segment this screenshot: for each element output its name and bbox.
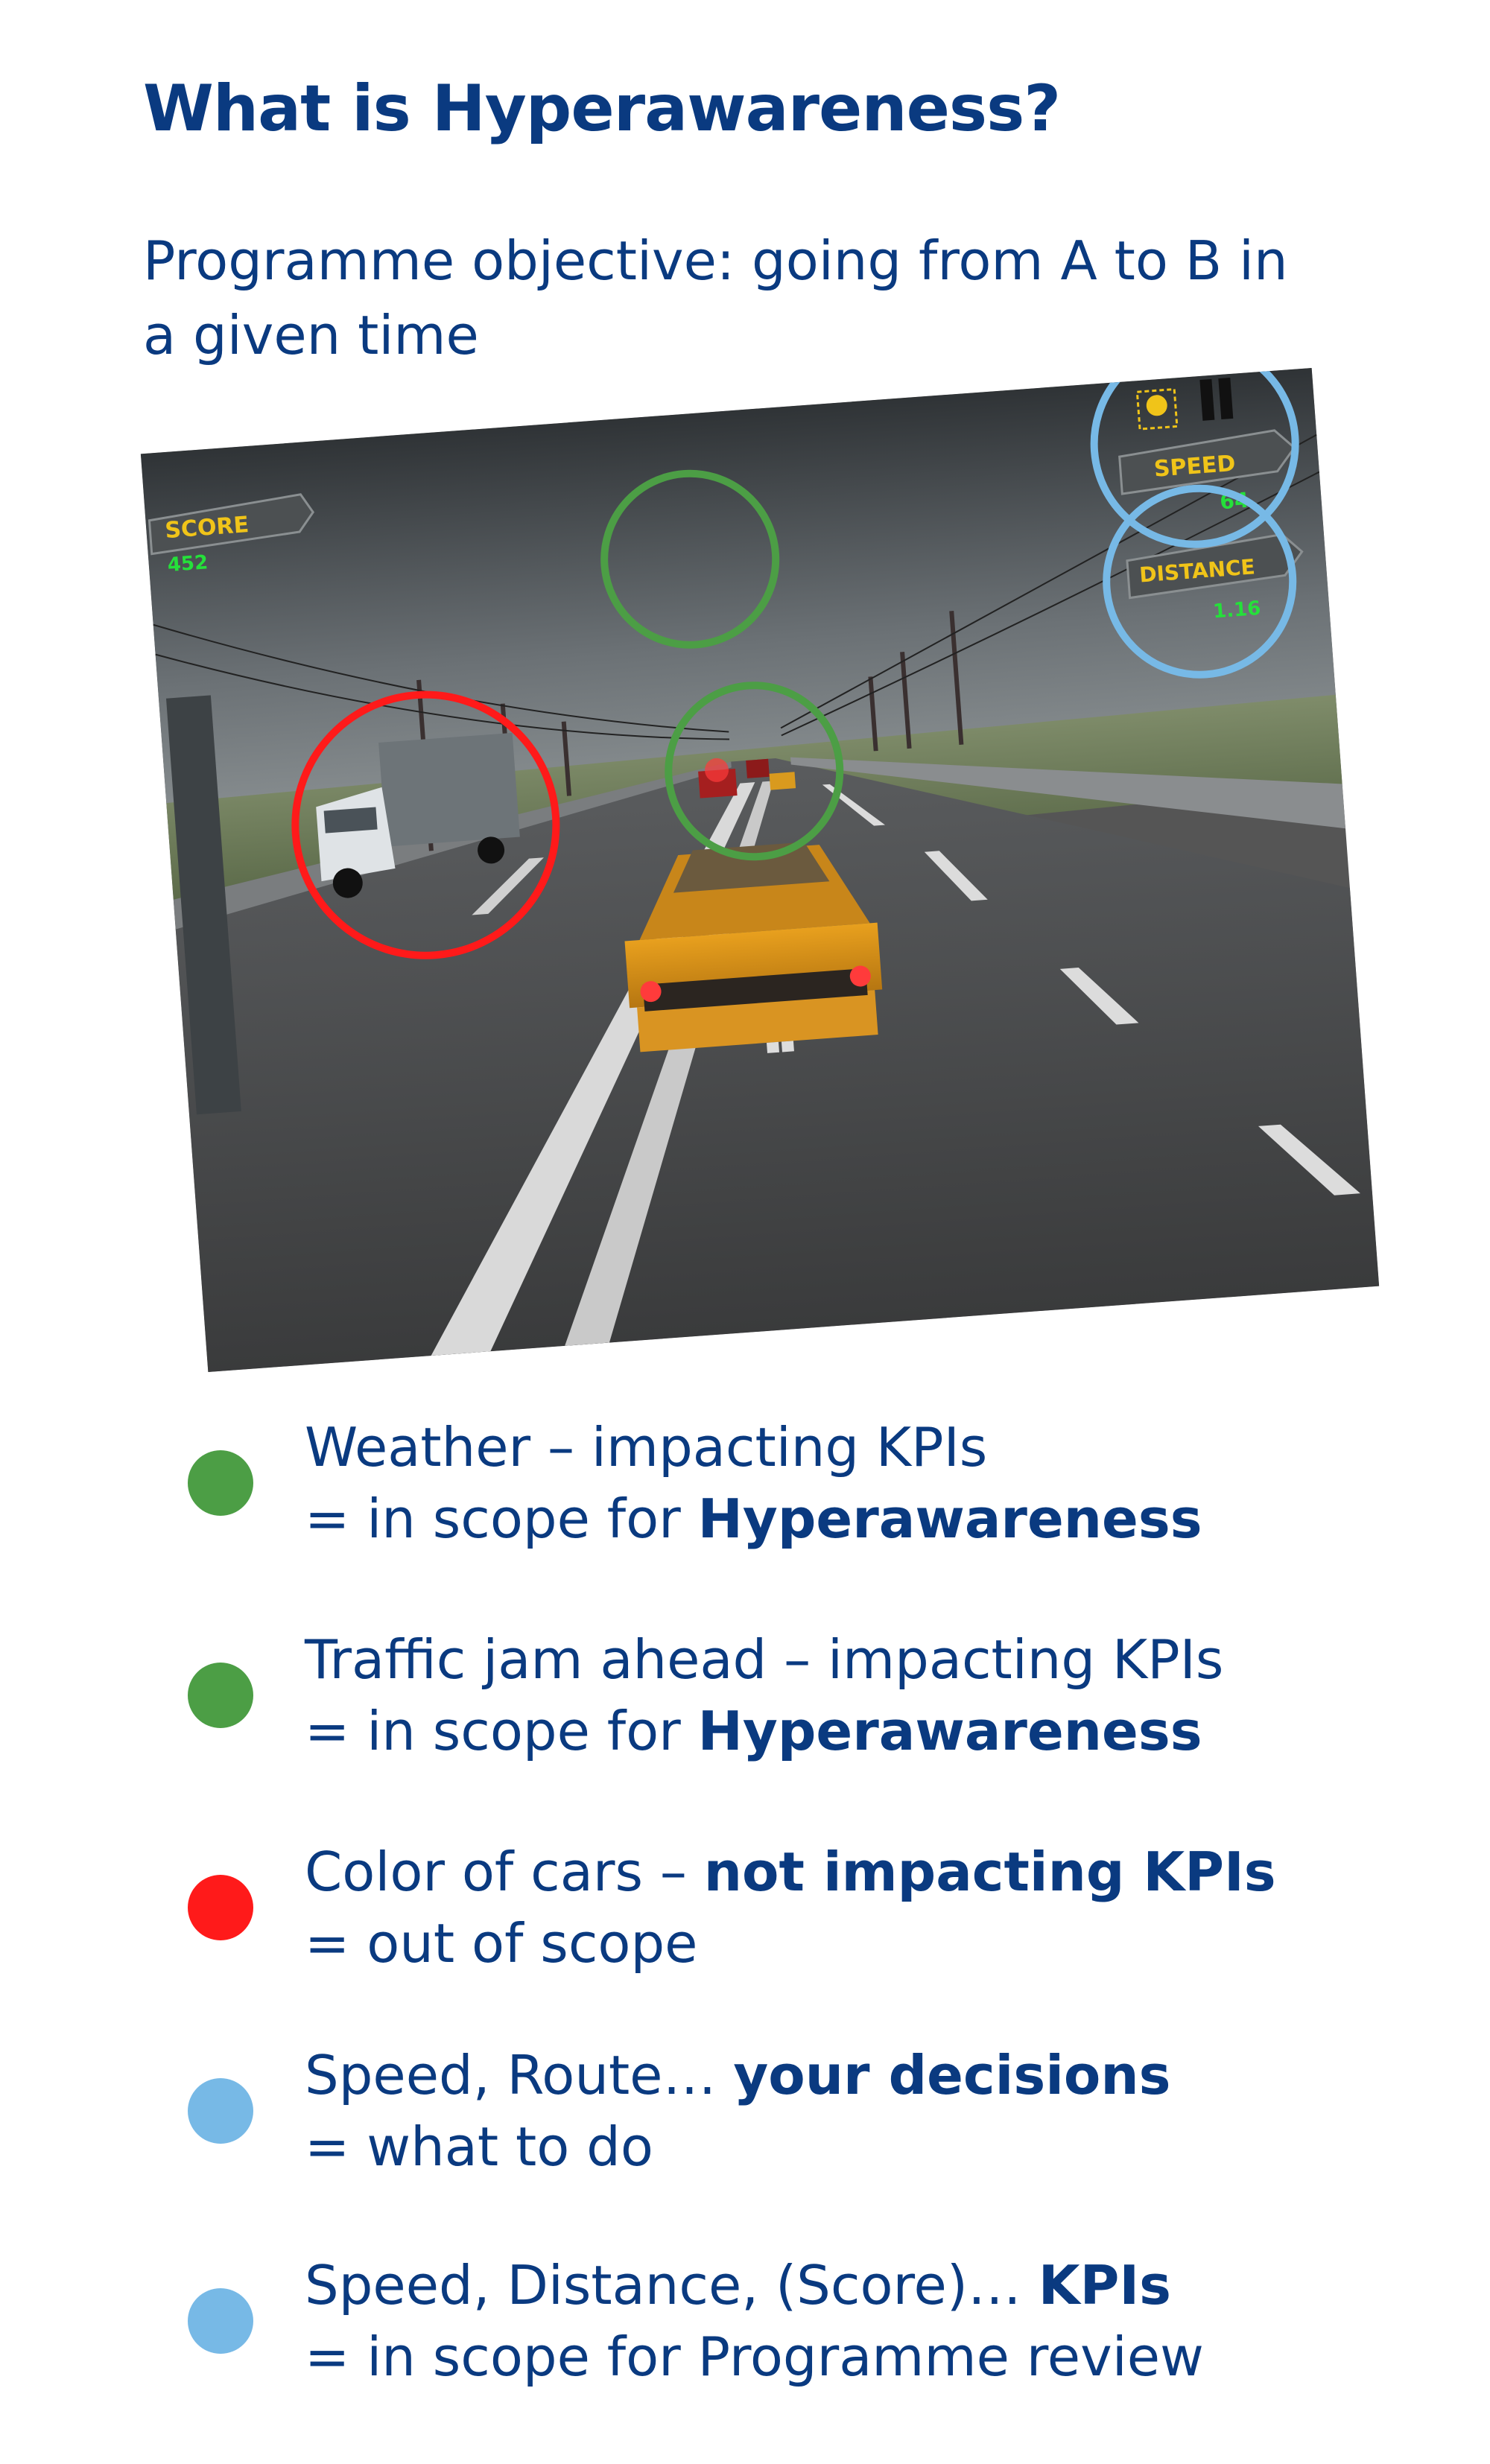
red-car-ahead (698, 758, 796, 798)
blue-dot-icon (188, 2288, 253, 2354)
legend-item-traffic: Traffic jam ahead – impacting KPIs = in … (188, 1624, 1454, 1773)
speed-circle (1090, 367, 1299, 548)
green-dot-icon (188, 1450, 253, 1516)
coin-icon (1135, 387, 1179, 431)
billboard-post (165, 695, 241, 1115)
legend-line2: = what to do (305, 2115, 653, 2178)
distance-value: 1.16 (1212, 597, 1261, 623)
white-truck (316, 732, 520, 898)
legend-item-car-color: Color of cars – not impacting KPIs = out… (188, 1836, 1454, 1985)
speed-label: SPEED (1153, 451, 1237, 483)
sky (140, 367, 1340, 840)
green-dot-icon (188, 1663, 253, 1728)
legend-line1: Traffic jam ahead – impacting KPIs (305, 1628, 1224, 1691)
weather-circle (600, 469, 780, 649)
guardrail (790, 757, 1346, 829)
score-hud: SCORE 452 (148, 493, 315, 577)
legend-item-weather: Weather – impacting KPIs = in scope for … (188, 1412, 1454, 1560)
traffic-circle (665, 682, 844, 861)
score-label: SCORE (164, 512, 250, 544)
game-scene: SCORE 452 SPEED 64 DISTANCE 1.16 (140, 367, 1380, 1373)
blue-dot-icon (188, 2078, 253, 2144)
red-dot-icon (188, 1875, 253, 1940)
legend-item-decisions: Speed, Route… your decisions = what to d… (188, 2039, 1454, 2188)
page-subtitle: Programme objective: going from A to B i… (143, 229, 1288, 366)
distance-circle (1103, 484, 1297, 679)
score-value: 452 (167, 551, 209, 577)
page-title: What is Hyperawareness? (143, 72, 1061, 146)
pause-button[interactable] (1199, 377, 1234, 421)
truck-circle (291, 690, 560, 959)
distance-hud: DISTANCE 1.16 (1126, 533, 1304, 623)
legend-item-kpis: Speed, Distance, (Score)… KPIs = in scop… (188, 2249, 1454, 2398)
yellow-taxi (624, 842, 883, 1053)
legend-line2: = out of scope (305, 1912, 698, 1975)
legend-line2: = in scope for Programme review (305, 2325, 1204, 2388)
legend-line1: Weather – impacting KPIs (305, 1416, 988, 1479)
game-screenshot: SCORE 452 SPEED 64 DISTANCE 1.16 (140, 367, 1380, 1373)
